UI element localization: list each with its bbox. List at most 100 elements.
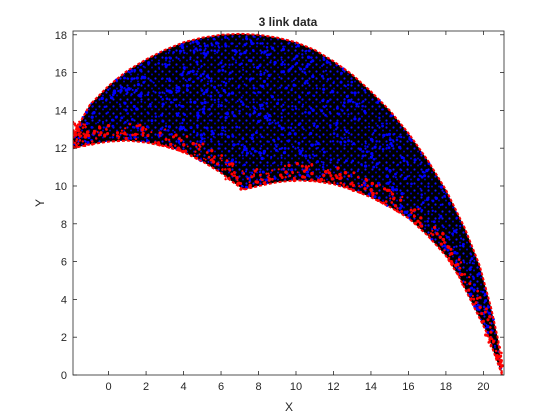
blue-point xyxy=(311,109,314,112)
blue-point xyxy=(92,105,94,107)
red-point xyxy=(283,168,285,170)
blue-point xyxy=(345,159,348,162)
blue-point xyxy=(297,147,299,149)
red-point xyxy=(172,135,175,138)
blue-point xyxy=(120,116,123,119)
blue-point xyxy=(224,116,227,119)
red-point xyxy=(366,184,369,187)
blue-point xyxy=(160,114,163,117)
blue-point xyxy=(351,159,354,162)
red-point xyxy=(485,307,488,310)
blue-point xyxy=(243,145,246,148)
blue-point xyxy=(254,36,256,38)
blue-point xyxy=(404,177,407,180)
blue-point xyxy=(147,93,150,96)
blue-point xyxy=(340,81,343,84)
blue-point xyxy=(344,141,347,144)
blue-point xyxy=(282,134,284,136)
blue-point xyxy=(177,86,180,89)
blue-point xyxy=(309,132,312,135)
blue-point xyxy=(386,144,388,146)
blue-point xyxy=(317,147,319,149)
red-point xyxy=(394,204,397,207)
blue-point xyxy=(473,288,476,291)
blue-point xyxy=(352,101,355,104)
blue-point xyxy=(213,86,216,89)
x-tick-label: 18 xyxy=(440,381,452,393)
blue-point xyxy=(233,49,236,52)
blue-point xyxy=(251,137,254,140)
blue-point xyxy=(161,78,163,80)
blue-point xyxy=(298,101,301,104)
blue-point xyxy=(183,113,186,116)
blue-point xyxy=(211,44,214,47)
blue-point xyxy=(223,81,225,83)
red-point xyxy=(351,181,354,184)
blue-point xyxy=(470,253,472,255)
blue-point xyxy=(370,156,373,159)
red-point xyxy=(256,181,259,184)
blue-point xyxy=(198,68,200,70)
blue-point xyxy=(347,139,350,142)
blue-point xyxy=(307,56,310,59)
blue-point xyxy=(300,68,302,70)
red-point xyxy=(441,232,445,236)
y-tick-label: 4 xyxy=(61,294,67,306)
red-point xyxy=(267,172,269,174)
blue-point xyxy=(226,112,229,115)
blue-point xyxy=(185,79,187,81)
blue-point xyxy=(241,96,243,98)
blue-point xyxy=(477,275,479,277)
blue-point xyxy=(420,193,423,196)
blue-point xyxy=(130,77,133,80)
red-point xyxy=(342,183,345,186)
red-point xyxy=(306,167,309,170)
blue-point xyxy=(149,103,152,106)
blue-point xyxy=(220,104,223,107)
blue-point xyxy=(370,138,373,141)
x-axis-label: X xyxy=(285,400,293,414)
blue-point xyxy=(201,102,204,105)
blue-point xyxy=(204,45,207,48)
red-point xyxy=(311,164,313,166)
blue-point xyxy=(362,150,365,153)
blue-point xyxy=(235,126,238,129)
red-point xyxy=(472,295,474,297)
blue-point xyxy=(204,54,207,57)
blue-point xyxy=(336,107,339,110)
blue-point xyxy=(309,157,311,159)
red-point xyxy=(439,236,442,239)
red-point xyxy=(389,197,391,199)
blue-point xyxy=(282,46,284,48)
red-point xyxy=(288,174,291,177)
blue-point xyxy=(102,121,104,123)
blue-point xyxy=(228,150,231,153)
blue-point xyxy=(329,124,332,127)
red-point xyxy=(242,170,244,172)
red-point xyxy=(86,130,90,134)
red-point xyxy=(339,182,342,185)
blue-point xyxy=(288,68,291,71)
red-point xyxy=(268,179,271,182)
blue-point xyxy=(218,143,221,146)
blue-point xyxy=(314,143,316,145)
blue-point xyxy=(312,154,314,156)
red-point xyxy=(344,171,348,175)
blue-point xyxy=(155,115,158,118)
red-point xyxy=(450,252,454,256)
red-point xyxy=(489,322,491,324)
blue-point xyxy=(227,37,229,39)
red-point xyxy=(169,143,172,146)
red-point xyxy=(464,273,467,276)
blue-point xyxy=(306,174,309,177)
red-point xyxy=(297,171,299,173)
blue-point xyxy=(112,125,115,128)
red-point xyxy=(331,177,335,181)
blue-point xyxy=(284,63,286,65)
y-tick-label: 18 xyxy=(55,30,67,42)
red-point xyxy=(386,189,389,192)
blue-point xyxy=(305,50,307,52)
red-point xyxy=(431,230,433,232)
blue-point xyxy=(300,150,302,152)
red-point xyxy=(142,126,145,129)
